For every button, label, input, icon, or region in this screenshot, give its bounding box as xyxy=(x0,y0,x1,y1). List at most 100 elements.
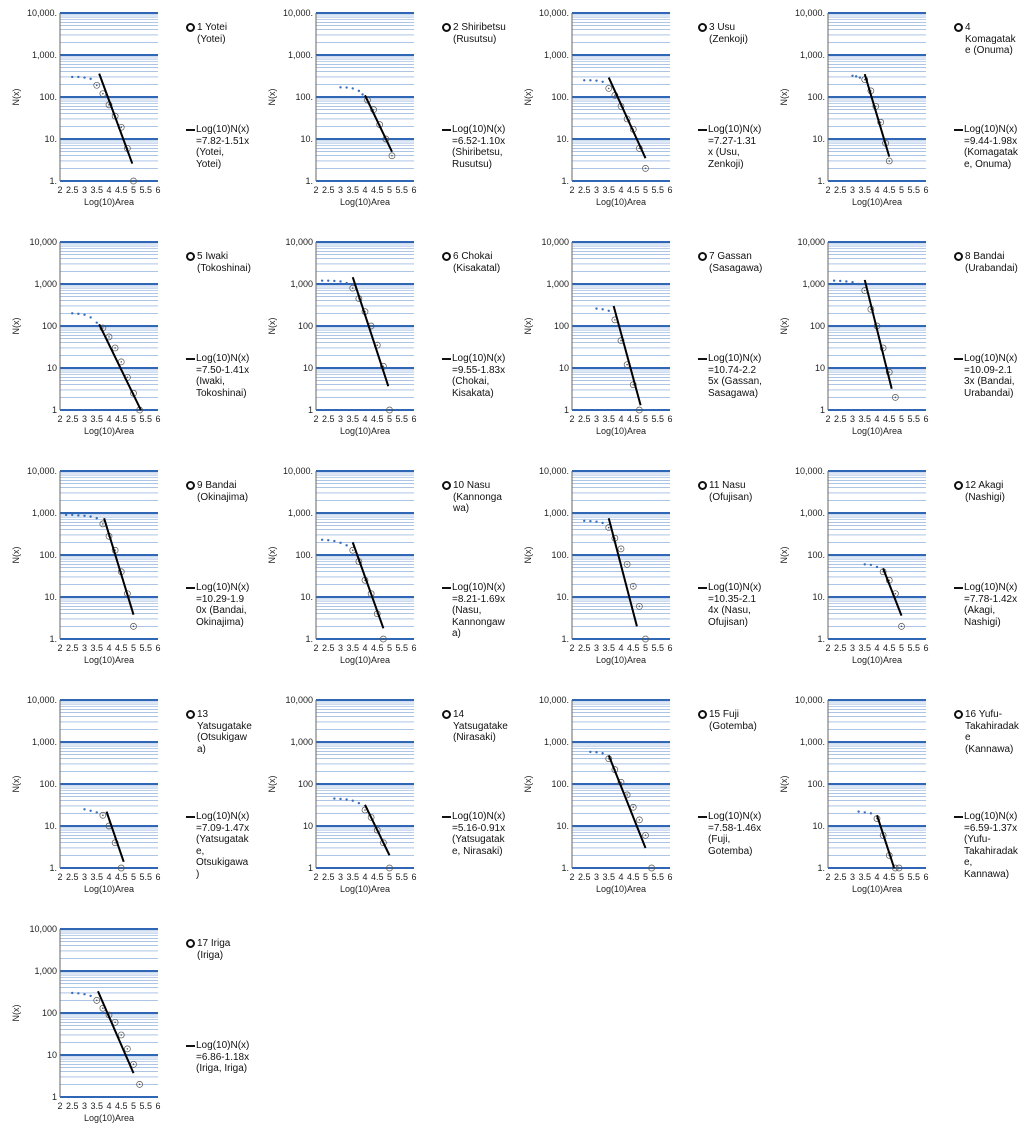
x-tick-label: 3 xyxy=(594,414,599,424)
legend-fit: Log(10)N(x) =7.78-1.42x (Akagi, Nashigi) xyxy=(954,582,1024,628)
legend-series: 1 Yotei (Yotei) xyxy=(186,22,256,45)
x-tick-label: 2.5 xyxy=(578,872,591,882)
y-tick-label: 1. xyxy=(817,634,825,644)
fit-line xyxy=(612,305,642,406)
data-dot xyxy=(839,279,842,283)
data-point xyxy=(380,635,387,643)
x-tick-label: 4.5 xyxy=(115,185,128,195)
x-tick-label: 5.5 xyxy=(139,414,152,424)
legend-fit: Log(10)N(x) =10.29-1.9 0x (Bandai, Okina… xyxy=(186,582,256,628)
y-tick-label: 10. xyxy=(44,592,57,602)
chart-svg: 1 10 100 1,000 10,000 2 2.5 3 3.5 4 4.5 5 5.5 6 Log(10… xyxy=(779,237,929,436)
circle-marker-icon xyxy=(954,710,963,719)
y-tick-label: 10,000 xyxy=(29,924,57,934)
x-tick-label: 6 xyxy=(155,414,160,424)
data-dot xyxy=(83,76,86,79)
legend-fit-text: Log(10)N(x) =7.82-1.51x (Yotei, Yotei) xyxy=(196,124,250,170)
chart-svg: 1. 10. 100. 1,000. 10,000. 2 2.5 3 3.5 4 4.5 5 5.5 6 L… xyxy=(267,466,417,665)
y-tick-label: 1 xyxy=(564,405,569,415)
chart-svg: 1. 10. 100. 1,000. 10,000. 2 2.5 3 3.5 4 4.5 5 5.5 6 L… xyxy=(11,695,161,894)
data-point xyxy=(130,623,137,630)
legend-series-text: 2 Shiribetsu (Rusutsu) xyxy=(453,22,506,45)
line-marker-icon xyxy=(698,358,707,360)
circle-marker-icon xyxy=(698,481,707,490)
legend-series: 5 Iwaki (Tokoshinai) xyxy=(186,251,256,274)
x-tick-label: 4 xyxy=(106,185,111,195)
x-tick-label: 4 xyxy=(618,414,623,424)
y-tick-label: 1,000. xyxy=(544,50,569,60)
chart-svg: 1. 10. 100. 1,000. 10,000. 2 2.5 3 3.5 4 4.5 5 5.5 6 L… xyxy=(779,695,929,894)
x-tick-label: 5.5 xyxy=(395,643,408,653)
y-tick-label: 100. xyxy=(295,550,313,560)
data-dot xyxy=(71,75,74,79)
data-dot xyxy=(333,797,336,800)
legend-fit-text: Log(10)N(x) =7.50-1.41x (Iwaki, Tokoshin… xyxy=(196,353,250,399)
data-dot xyxy=(345,544,348,547)
x-axis-label: Log(10)Area xyxy=(852,197,902,207)
fit-line xyxy=(364,804,391,856)
y-tick-label: 10. xyxy=(812,821,825,831)
y-tick-label: 10,000. xyxy=(539,8,569,18)
fit-line xyxy=(607,77,647,159)
y-tick-label: 100. xyxy=(39,92,57,102)
y-tick-label: 1,000 xyxy=(290,279,313,289)
data-dot xyxy=(832,279,836,282)
y-tick-label: 1. xyxy=(49,863,57,873)
legend-fit: Log(10)N(x) =7.27-1.31 x (Usu, Zenkoji) xyxy=(698,124,768,170)
x-tick-label: 4.5 xyxy=(883,643,896,653)
legend-series-text: 3 Usu (Zenkoji) xyxy=(709,22,748,45)
data-dot xyxy=(339,280,342,283)
y-tick-label: 10 xyxy=(815,363,825,373)
legend-fit: Log(10)N(x) =6.86-1.18x (Iriga, Iriga) xyxy=(186,1040,256,1075)
y-tick-label: 10,000 xyxy=(285,695,313,705)
y-tick-label: 100. xyxy=(551,92,569,102)
line-marker-icon xyxy=(698,587,707,589)
y-tick-label: 1. xyxy=(561,634,569,644)
x-tick-label: 5 xyxy=(387,414,392,424)
x-tick-label: 3.5 xyxy=(346,185,359,195)
x-tick-label: 4 xyxy=(106,872,111,882)
circle-marker-icon xyxy=(442,23,451,32)
x-tick-label: 4.5 xyxy=(115,872,128,882)
legend-fit: Log(10)N(x) =7.09-1.47x (Yatsugatak e, O… xyxy=(186,811,256,880)
x-tick-label: 4 xyxy=(618,185,623,195)
legend-series: 13 Yatsugatake (Otsukigaw a) xyxy=(186,709,256,755)
y-tick-label: 100. xyxy=(295,92,313,102)
data-dot xyxy=(339,797,342,801)
x-tick-label: 3 xyxy=(82,414,87,424)
x-tick-label: 2 xyxy=(313,872,318,882)
legend-series-text: 5 Iwaki (Tokoshinai) xyxy=(197,251,251,274)
x-tick-label: 4.5 xyxy=(115,1101,128,1111)
x-tick-label: 6 xyxy=(923,643,928,653)
data-point xyxy=(642,635,649,643)
x-tick-label: 5.5 xyxy=(139,1101,152,1111)
chart-panel-2: 1. 10. 100. 1,000. 10,000. 2 2.5 3 3.5 4 4.5 5 5.5 6 L… xyxy=(256,0,512,229)
y-tick-label: 10. xyxy=(556,821,569,831)
y-tick-label: 1. xyxy=(817,176,825,186)
chart-panel-13: 1. 10. 100. 1,000. 10,000. 2 2.5 3 3.5 4 4.5 5 5.5 6 L… xyxy=(0,687,256,916)
chart-panel-16: 1. 10. 100. 1,000. 10,000. 2 2.5 3 3.5 4 4.5 5 5.5 6 L… xyxy=(768,687,1024,916)
legend-fit-text: Log(10)N(x) =8.21-1.69x (Nasu, Kannongaw… xyxy=(452,582,506,639)
x-tick-label: 4 xyxy=(106,1101,111,1111)
chart-svg: 1. 10. 100. 1,000. 10,000. 2 2.5 3 3.5 4 4.5 5 5.5 6 L… xyxy=(11,466,161,665)
legend-fit: Log(10)N(x) =10.35-2.1 4x (Nasu, Ofujisa… xyxy=(698,582,768,628)
circle-marker-icon xyxy=(698,23,707,32)
data-point xyxy=(895,864,903,872)
legend-fit-text: Log(10)N(x) =10.74-2.2 5x (Gassan, Sasag… xyxy=(708,353,762,399)
data-dot xyxy=(95,321,98,324)
line-marker-icon xyxy=(442,816,451,818)
data-dot xyxy=(863,563,866,566)
data-dot xyxy=(345,798,348,801)
y-tick-label: 1,000. xyxy=(32,508,57,518)
x-tick-label: 3.5 xyxy=(858,643,871,653)
data-point xyxy=(636,406,643,414)
data-dot xyxy=(333,279,336,283)
x-tick-label: 6 xyxy=(923,414,928,424)
x-tick-label: 4 xyxy=(106,643,111,653)
y-tick-label: 10,000. xyxy=(27,8,57,18)
x-tick-label: 3.5 xyxy=(858,872,871,882)
data-dot xyxy=(589,750,592,754)
x-tick-label: 5 xyxy=(131,872,136,882)
x-tick-label: 3 xyxy=(594,185,599,195)
y-tick-label: 100 xyxy=(554,321,569,331)
